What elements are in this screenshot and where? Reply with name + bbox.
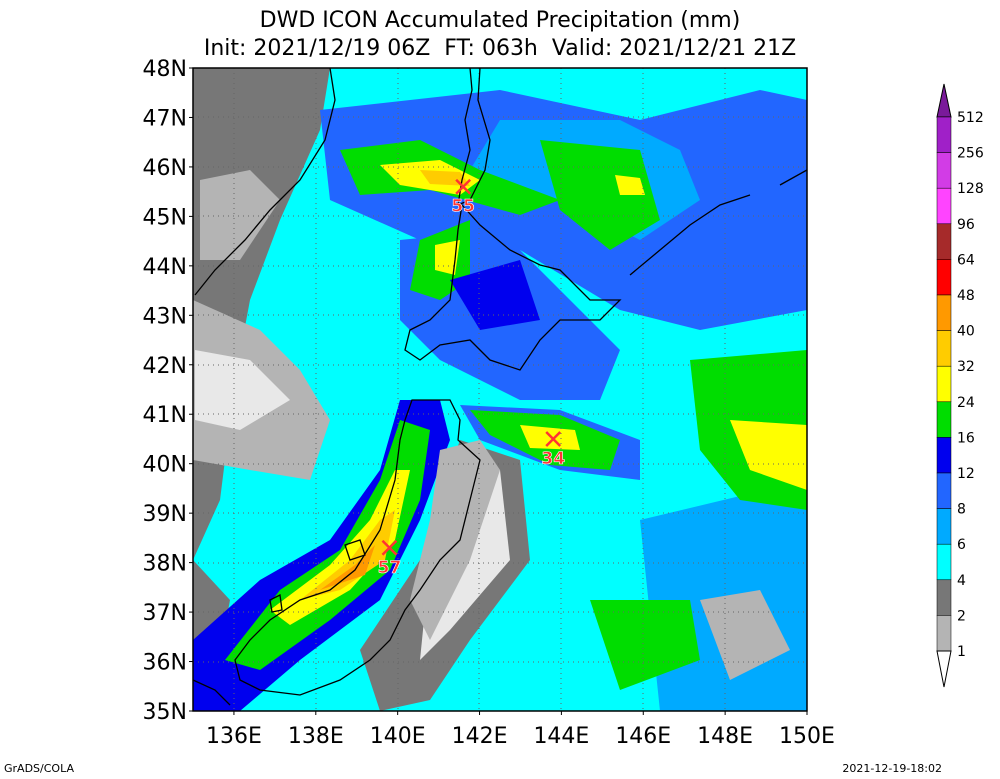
legend-swatch (936, 615, 952, 652)
legend-swatch (936, 437, 952, 474)
legend-swatch (936, 472, 952, 509)
lat-label: 41N (143, 403, 187, 428)
legend-swatch (936, 294, 952, 331)
legend-label: 40 (957, 324, 975, 340)
max-marker-x (545, 431, 562, 447)
legend-label: 512 (957, 110, 984, 126)
legend-top-arrow (936, 83, 952, 118)
legend-label: 1 (957, 644, 966, 660)
map-title: DWD ICON Accumulated Precipitation (mm) (259, 8, 741, 33)
lon-label: 144E (533, 724, 589, 749)
legend-label: 48 (957, 288, 975, 304)
lon-label: 136E (206, 724, 262, 749)
legend-label: 256 (957, 146, 984, 162)
legend-swatch (936, 508, 952, 545)
legend-swatch (936, 365, 952, 403)
lat-label: 40N (143, 453, 187, 478)
legend-swatch (936, 187, 952, 225)
precip-field (193, 68, 807, 711)
legend-swatch (936, 259, 952, 296)
max-marker-label: 34 (541, 449, 565, 469)
lon-label: 148E (697, 724, 753, 749)
legend-label: 32 (957, 359, 975, 375)
timestamp-label: 2021-12-19-18:02 (842, 762, 942, 775)
legend-swatch (936, 116, 952, 153)
max-marker-label: 55 (451, 197, 475, 217)
lat-label: 44N (143, 255, 187, 280)
legend-swatch (936, 543, 952, 581)
legend-label: 8 (957, 502, 966, 518)
latitude-labels: 48N 47N 46N 45N 44N 43N 42N 41N 40N 39N 38N 37N 36N 3… (143, 57, 193, 725)
legend-swatch (936, 401, 952, 438)
max-markers: 55 34 57 (377, 178, 566, 578)
lat-label: 48N (143, 57, 187, 82)
lon-label: 140E (370, 724, 426, 749)
legend-label: 16 (957, 430, 975, 446)
legend-label: 6 (957, 537, 966, 553)
lat-label: 43N (143, 304, 187, 329)
legend-label: 64 (957, 252, 975, 268)
legend-label: 4 (957, 573, 966, 589)
legend-label: 24 (957, 395, 975, 411)
lon-label: 150E (779, 724, 835, 749)
lat-label: 36N (143, 651, 187, 676)
legend-swatch (936, 223, 952, 260)
legend-swatch (936, 579, 952, 616)
lat-label: 37N (143, 601, 187, 626)
lon-label: 146E (615, 724, 671, 749)
longitude-labels: 136E 138E 140E 142E 144E 146E 148E 150E (206, 711, 835, 749)
lat-label: 38N (143, 552, 187, 577)
lat-label: 47N (143, 106, 187, 131)
lon-label: 138E (288, 724, 344, 749)
legend-label: 96 (957, 217, 975, 233)
plot-frame (192, 67, 808, 712)
legend-label: 12 (957, 466, 975, 482)
legend-swatch (936, 152, 952, 189)
lat-label: 45N (143, 205, 187, 230)
lat-label: 46N (143, 156, 187, 181)
map-subtitle: Init: 2021/12/19 06Z FT: 063h Valid: 202… (203, 36, 797, 61)
legend-swatch (936, 330, 952, 367)
coastlines (193, 68, 807, 706)
max-marker-x (455, 178, 472, 195)
lat-label: 42N (143, 354, 187, 379)
legend-label: 128 (957, 181, 984, 197)
max-marker-label: 57 (378, 558, 402, 578)
lat-label: 39N (143, 502, 187, 527)
lon-label: 142E (452, 724, 508, 749)
legend-bottom-arrow (936, 650, 952, 688)
lat-label: 35N (143, 700, 187, 725)
grid-lines (193, 68, 807, 711)
credit-label: GrADS/COLA (4, 762, 74, 775)
legend-label: 2 (957, 608, 966, 624)
max-marker-x (381, 539, 398, 556)
